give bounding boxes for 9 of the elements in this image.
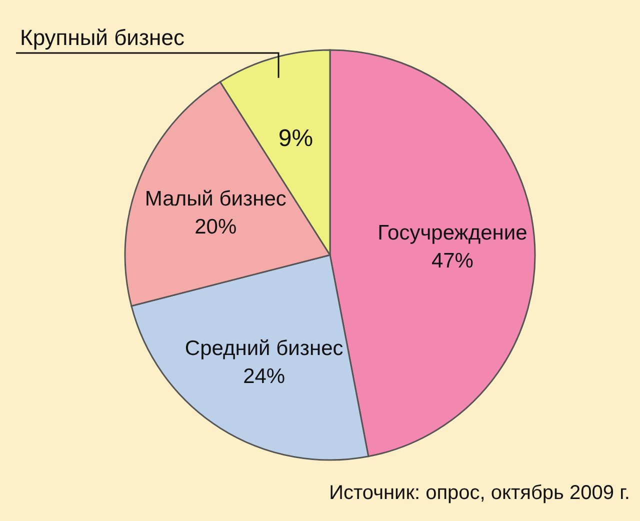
text: Источник: опрос, октябрь 2009 г. [329, 482, 630, 504]
slice-label: Средний бизнес [184, 336, 344, 360]
data-label: 47% [431, 249, 474, 272]
data-label: 20% [194, 216, 237, 239]
data-label: 9% [278, 124, 314, 152]
slice-label: Малый бизнес [144, 188, 286, 211]
data-label: 24% [243, 364, 286, 388]
slice-label: Госучреждение [378, 221, 528, 244]
slice-label: Крупный бизнес [20, 25, 184, 50]
